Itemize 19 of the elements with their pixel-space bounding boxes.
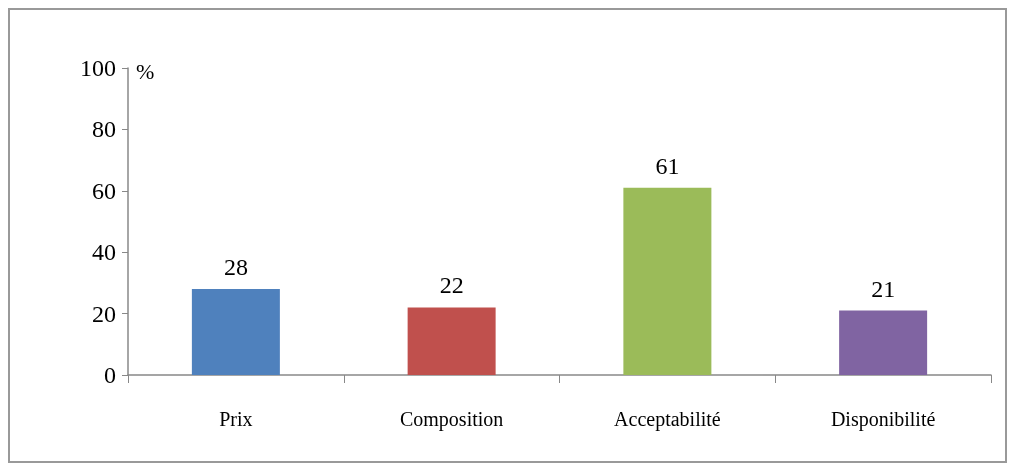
data-label: 61 — [655, 152, 680, 179]
y-tick-label: 100 — [80, 55, 116, 81]
data-label: 22 — [439, 272, 464, 299]
y-axis-title: % — [136, 58, 155, 84]
data-label: 28 — [223, 254, 248, 281]
x-tick-label: Prix — [219, 408, 253, 430]
y-tick-label: 20 — [92, 300, 116, 327]
y-tick-label: 0 — [104, 362, 116, 388]
bar — [407, 307, 496, 375]
bar — [623, 187, 712, 375]
x-tick-label: Acceptabilité — [614, 408, 721, 431]
data-label: 21 — [871, 275, 896, 302]
y-tick-label: 60 — [92, 177, 116, 204]
y-tick-label: 40 — [92, 239, 116, 266]
x-tick-label: Disponibilité — [830, 408, 936, 431]
bar — [839, 310, 928, 375]
x-tick-label: Composition — [399, 408, 504, 431]
y-tick-label: 80 — [92, 116, 116, 143]
bar — [191, 289, 280, 375]
